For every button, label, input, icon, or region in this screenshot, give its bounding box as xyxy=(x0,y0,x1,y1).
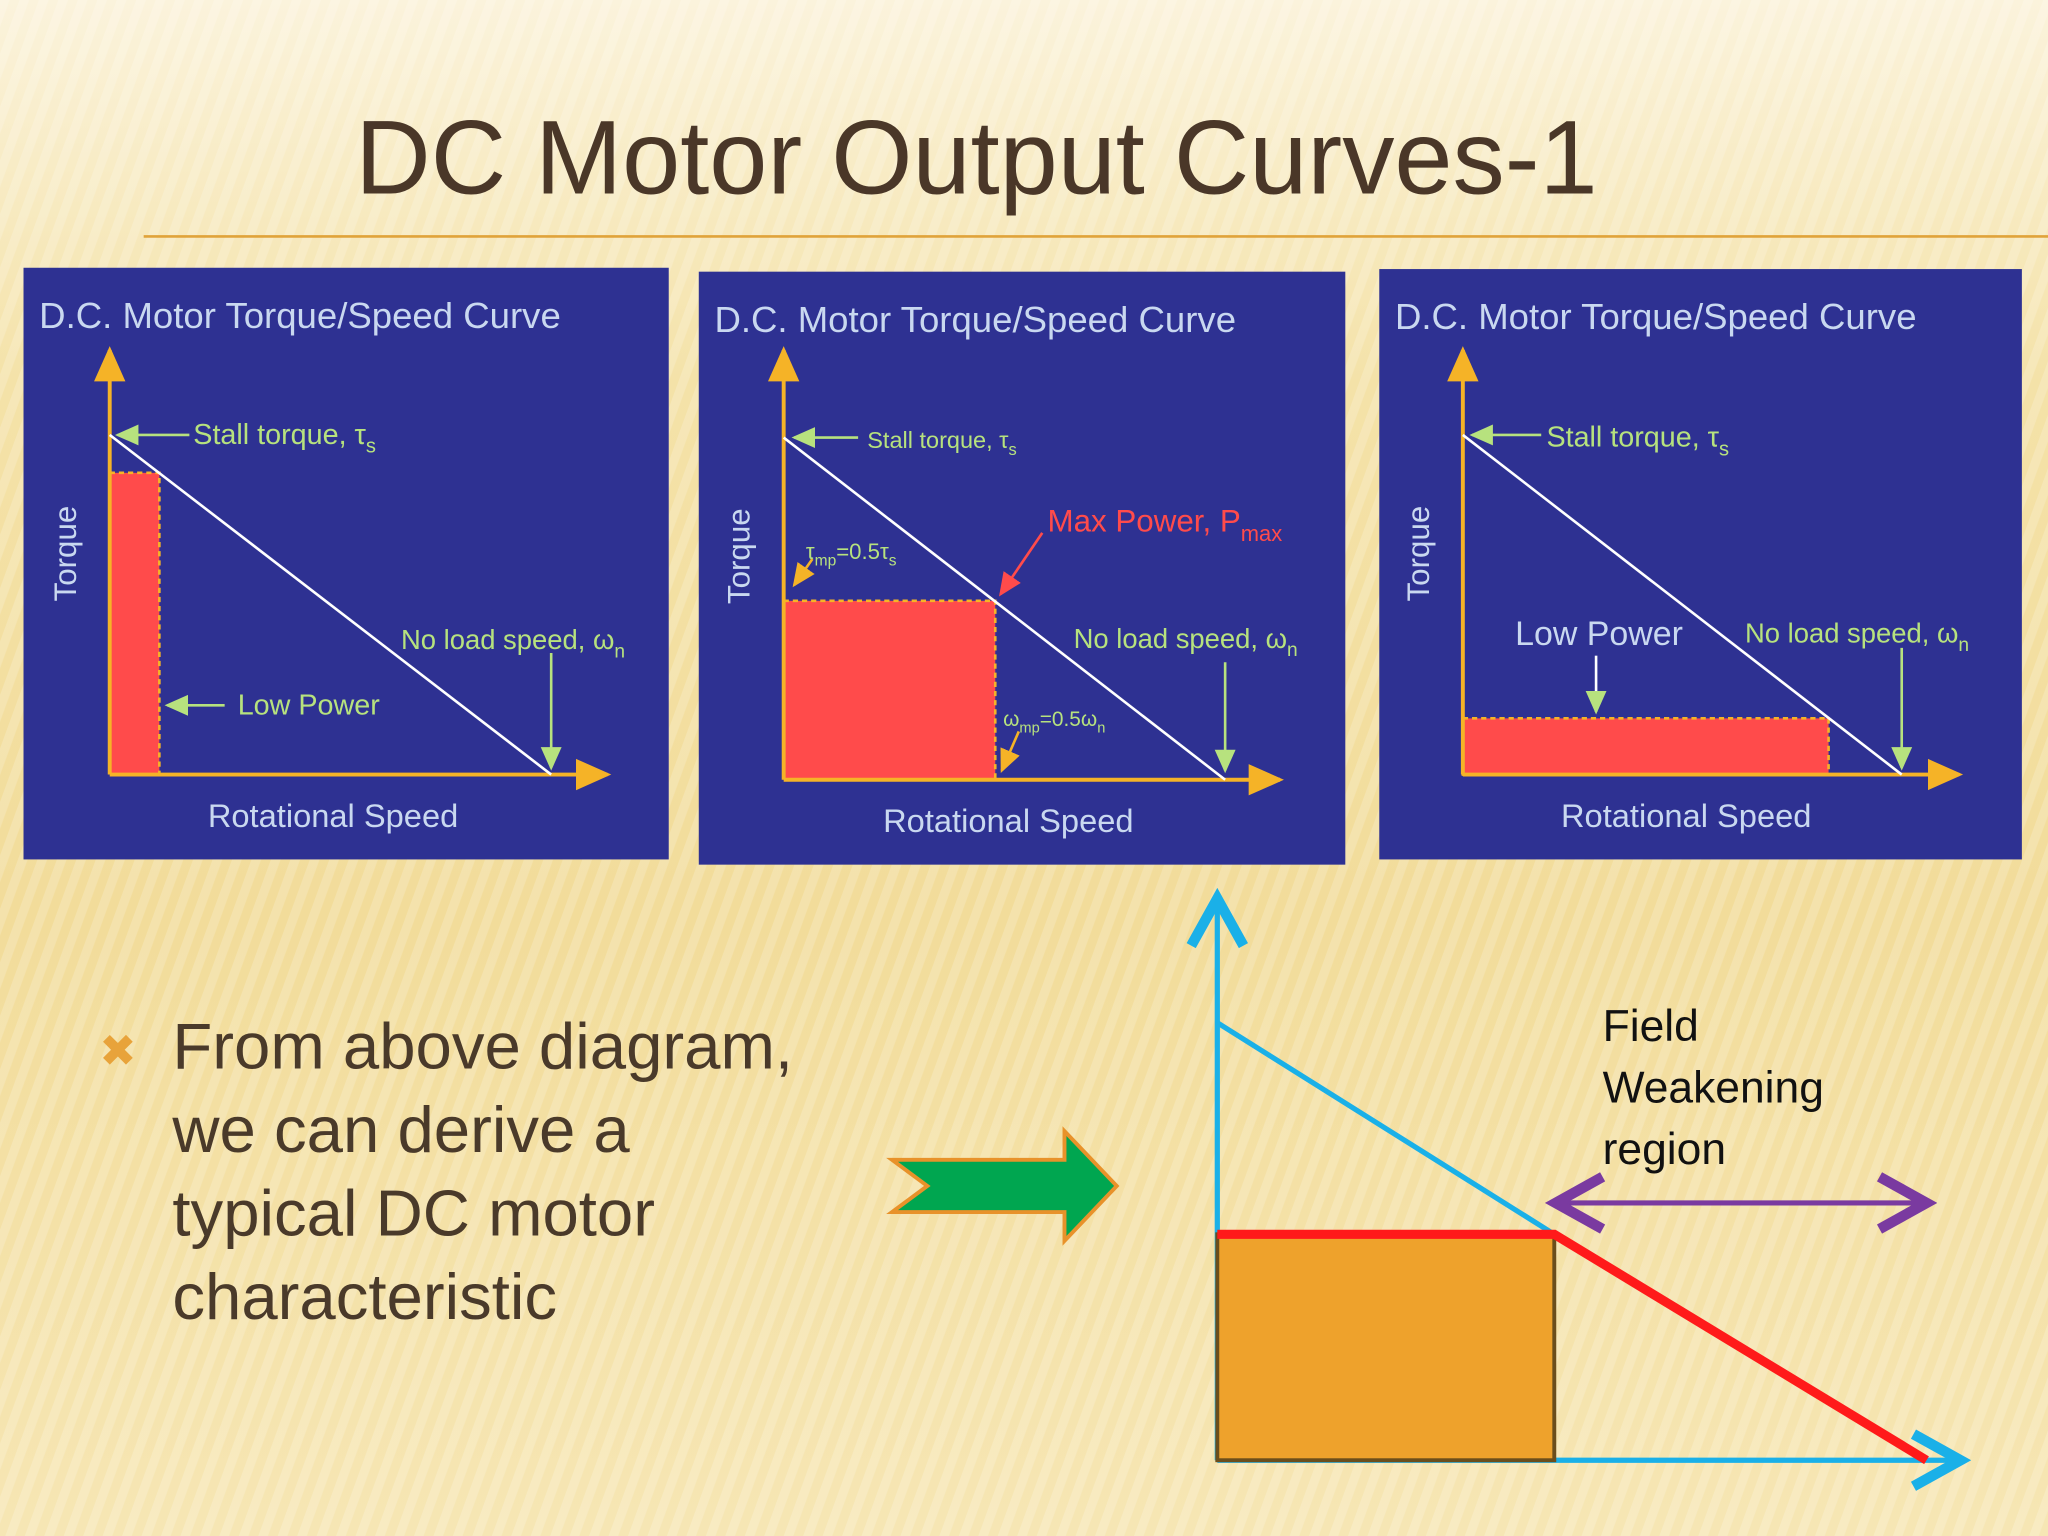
subscript: s xyxy=(1719,438,1729,460)
annotation: No load speed, ωn xyxy=(1074,623,1298,661)
subscript: n xyxy=(1097,720,1105,736)
annotation: Low Power xyxy=(238,689,381,721)
subscript: s xyxy=(889,553,897,570)
torque-speed-line xyxy=(1462,433,1903,776)
pointer-arrow xyxy=(999,532,1044,597)
label-part: ω xyxy=(1003,708,1019,731)
x-axis-label: Rotational Speed xyxy=(208,797,458,834)
subscript: n xyxy=(614,641,625,662)
label-part: Stall torque, τ xyxy=(867,427,1009,453)
annotation: Stall torque, τs xyxy=(193,419,376,458)
label-part: =0.5ω xyxy=(1040,708,1098,731)
x-axis-label: Rotational Speed xyxy=(1561,797,1811,834)
panel-title: D.C. Motor Torque/Speed Curve xyxy=(714,299,1236,340)
y-axis-label: Torque xyxy=(722,508,757,604)
bullet-marker: ✖ xyxy=(99,1027,136,1076)
power-area xyxy=(1461,717,1830,776)
label-part: No load speed, ω xyxy=(1745,618,1958,649)
torque-speed-panel: D.C. Motor Torque/Speed Curve Torque Rotat… xyxy=(23,267,669,860)
torque-speed-line xyxy=(782,436,1226,781)
panels: D.C. Motor Torque/Speed Curve Torque Rotat… xyxy=(23,267,2022,865)
label-part: No load speed, ω xyxy=(1074,623,1287,654)
torque-speed-line xyxy=(108,433,552,776)
pointer-arrow xyxy=(792,558,815,588)
label-part: Stall torque, τ xyxy=(1546,422,1719,454)
subscript: n xyxy=(1958,635,1969,656)
bullet-line: typical DC motor xyxy=(172,1177,655,1250)
label-part: Low Power xyxy=(1515,615,1683,653)
slide-title: DC Motor Output Curves-1 xyxy=(355,99,1597,216)
characteristic-curve xyxy=(1217,1229,1929,1465)
annotation: No load speed, ωn xyxy=(401,624,625,662)
bullet-text: From above diagram, we can derive a typica… xyxy=(171,1009,793,1333)
y-axis-label: Torque xyxy=(1401,506,1436,602)
annotation: ωmp=0.5ωn xyxy=(1003,708,1105,736)
annotation: Low Power xyxy=(1515,615,1683,653)
label-part: τ xyxy=(806,539,815,564)
bullet-line: characteristic xyxy=(172,1260,557,1333)
annotation: Stall torque, τs xyxy=(867,427,1016,459)
label-part: Max Power, P xyxy=(1048,504,1241,539)
motor-characteristic: Field Weakening region xyxy=(1217,904,1955,1460)
subscript: mp xyxy=(815,553,837,570)
label-part: No load speed, ω xyxy=(401,624,614,655)
torque-speed-panel: D.C. Motor Torque/Speed Curve Torque Rotat… xyxy=(698,271,1346,865)
annotation: τmp=0.5τs xyxy=(806,539,897,570)
label-part: Low Power xyxy=(238,689,381,721)
bullet-line: From above diagram, xyxy=(172,1009,793,1082)
panel-title: D.C. Motor Torque/Speed Curve xyxy=(1395,296,1917,337)
label-part: Stall torque, τ xyxy=(193,419,366,451)
green-arrow xyxy=(886,1126,1120,1246)
region-label-line: Field xyxy=(1603,1002,1699,1051)
bullet-line: we can derive a xyxy=(171,1093,630,1166)
subscript: n xyxy=(1287,640,1298,661)
region-label-line: region xyxy=(1603,1125,1726,1174)
torque-line xyxy=(1215,1020,1556,1237)
annotation: Stall torque, τs xyxy=(1546,422,1729,461)
region-label-line: Weakening xyxy=(1603,1063,1824,1112)
subscript: s xyxy=(366,436,376,458)
annotation: No load speed, ωn xyxy=(1745,618,1969,656)
x-axis-label: Rotational Speed xyxy=(883,802,1133,839)
power-area xyxy=(782,599,997,782)
torque-speed-panel: D.C. Motor Torque/Speed Curve Torque Rotat… xyxy=(1379,269,2022,860)
subscript: mp xyxy=(1019,720,1039,736)
constant-torque-region xyxy=(1215,1232,1557,1463)
label-part: =0.5τ xyxy=(836,539,889,564)
region-label: Field Weakening region xyxy=(1603,1002,1824,1174)
y-axis-label: Torque xyxy=(48,506,83,602)
subscript: max xyxy=(1241,521,1282,546)
annotation: Max Power, Pmax xyxy=(1048,504,1283,546)
subscript: s xyxy=(1008,441,1016,459)
panel-title: D.C. Motor Torque/Speed Curve xyxy=(39,295,561,336)
power-area xyxy=(108,471,161,776)
pointer-arrow xyxy=(1000,730,1020,774)
